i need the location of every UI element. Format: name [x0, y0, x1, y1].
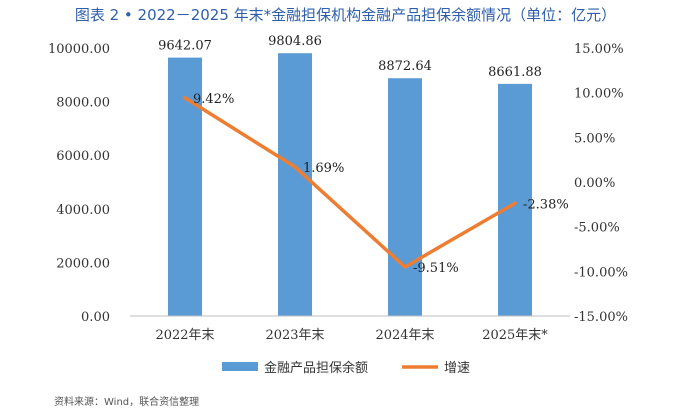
y-left-tick-label: 10000.00	[48, 42, 110, 57]
chart-title: 图表 2 • 2022－2025 年末*金融担保机构金融产品担保余额情况（单位：…	[74, 6, 617, 24]
y-right-tick-label: -10.00%	[574, 265, 628, 280]
growth-value-label: 9.42%	[193, 92, 234, 107]
legend-label-bars: 金融产品担保余额	[264, 360, 368, 376]
legend-label-line: 增速	[444, 361, 470, 376]
y-left-tick-label: 0.00	[81, 310, 110, 325]
y-right-tick-label: 0.00%	[574, 176, 615, 191]
x-tick-label: 2024年末	[375, 328, 434, 343]
growth-point	[293, 165, 297, 169]
y-left-tick-label: 2000.00	[56, 256, 110, 271]
x-tick-label: 2025年末*	[482, 328, 548, 343]
bar	[168, 57, 202, 316]
bar	[278, 53, 312, 317]
y-right-tick-label: 5.00%	[574, 131, 615, 146]
growth-value-label: 1.69%	[303, 161, 344, 176]
growth-value-label: -2.38%	[523, 197, 569, 212]
bar	[388, 78, 422, 316]
bar-value-label: 8661.88	[488, 65, 542, 80]
bar-value-label: 8872.64	[378, 59, 432, 74]
y-left-tick-label: 8000.00	[56, 96, 110, 111]
bar	[498, 83, 532, 316]
bar-value-label: 9804.86	[268, 34, 322, 49]
x-tick-label: 2022年末	[155, 328, 214, 343]
bar-value-label: 9642.07	[158, 39, 212, 54]
source-note: 资料来源：Wind，联合资信整理	[54, 397, 200, 408]
growth-point	[403, 265, 407, 269]
growth-point	[513, 201, 517, 205]
y-right-tick-label: 15.00%	[574, 42, 624, 57]
growth-line	[183, 96, 517, 269]
y-right-tick-label: 10.00%	[574, 87, 624, 102]
y-left-tick-label: 6000.00	[56, 149, 110, 164]
y-right-tick-label: -15.00%	[574, 310, 628, 325]
y-right-tick-label: -5.00%	[574, 221, 620, 236]
growth-point	[183, 96, 187, 100]
growth-value-label: -9.51%	[413, 261, 459, 276]
x-tick-label: 2023年末	[265, 328, 324, 343]
y-left-tick-label: 4000.00	[56, 203, 110, 218]
legend-swatch-bars	[222, 362, 258, 371]
